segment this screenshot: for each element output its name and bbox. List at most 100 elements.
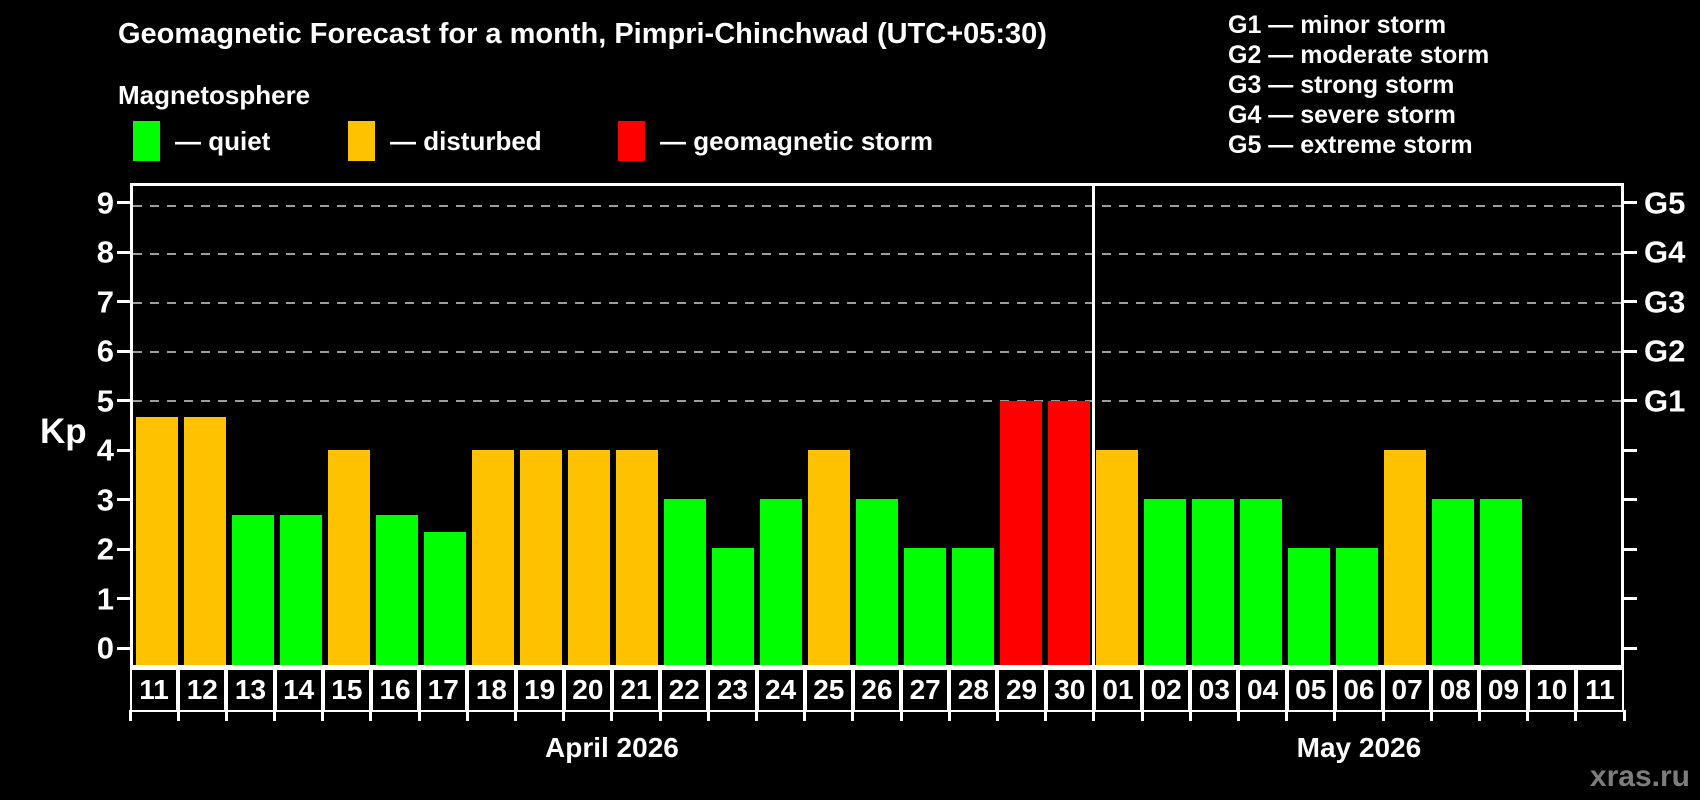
bar-day-22 [664,498,706,665]
left-tick-kp3 [117,498,130,502]
day-boundary-tick [803,710,807,721]
bar-day-12 [184,417,226,665]
day-boundary-tick [1477,710,1481,721]
day-cell-28: 28 [949,668,998,712]
bar-day-11 [136,417,178,665]
g5-legend-line: G5 — extreme storm [1228,131,1473,159]
ytick-label-8: 8 [96,234,114,270]
legend-item-disturbed: — disturbed [348,120,542,162]
bar-day-02 [1144,498,1186,665]
month-label-april: April 2026 [544,732,679,763]
legend-label-quiet: — quiet [175,125,271,156]
legend-item-storm: — geomagnetic storm [618,120,933,162]
day-boundary-tick [465,710,469,721]
right-tick-kp5 [1624,399,1637,403]
day-cell-17: 17 [419,668,468,712]
right-tick-kp1 [1624,597,1637,601]
day-cell-01: 01 [1093,668,1143,712]
day-cell-18: 18 [467,668,516,712]
right-tick-kp3 [1624,498,1637,502]
bar-day-16 [376,514,418,665]
ytick-label-9: 9 [96,185,114,221]
day-boundary-tick [1188,710,1192,721]
g1-legend-line: G1 — minor storm [1228,11,1447,39]
day-cell-29: 29 [997,668,1046,712]
day-cell-09: 09 [1479,668,1528,712]
right-axis-label-g3: G3 [1644,284,1686,320]
day-cell-02: 02 [1142,668,1191,712]
day-cell-05: 05 [1286,668,1335,712]
left-tick-kp1 [117,597,130,601]
ytick-label-0: 0 [96,630,114,666]
day-cell-08: 08 [1431,668,1480,712]
day-boundary-tick [369,710,373,721]
right-axis-label-g5: G5 [1644,185,1686,221]
day-boundary-tick [1140,710,1144,721]
day-boundary-tick [851,710,855,721]
legend-item-quiet: — quiet [133,120,270,162]
day-cell-12: 12 [178,668,227,712]
bar-day-01 [1096,449,1138,665]
right-axis-label-g1: G1 [1644,383,1686,419]
day-boundary-tick [1092,710,1096,721]
left-tick-kp2 [117,547,130,551]
right-tick-kp2 [1624,547,1637,551]
ytick-label-2: 2 [96,531,114,567]
day-cell-27: 27 [901,668,950,712]
bar-day-13 [232,514,274,665]
day-boundary-tick [224,710,228,721]
page-title: Geomagnetic Forecast for a month, Pimpri… [118,18,1047,50]
disturbed-color-swatch [348,121,375,161]
day-cell-19: 19 [515,668,564,712]
day-boundary-tick [514,710,518,721]
plot-area [130,183,1624,668]
bar-day-04 [1240,498,1282,665]
bar-day-20 [568,449,610,665]
day-boundary-tick [128,710,132,721]
day-cell-24: 24 [756,668,805,712]
bar-day-09 [1480,498,1522,665]
quiet-color-swatch [133,121,160,161]
legend-label-disturbed: — disturbed [390,125,542,156]
left-tick-kp7 [117,300,130,304]
right-tick-kp7 [1624,300,1637,304]
day-cell-16: 16 [370,668,420,712]
bar-day-08 [1432,498,1474,665]
month-label-may: May 2026 [1296,732,1422,763]
day-cell-07: 07 [1383,668,1432,712]
kp-axis-label: Kp [40,412,87,451]
bar-day-17 [424,531,466,665]
day-boundary-tick [1236,710,1240,721]
left-tick-kp8 [117,250,130,254]
day-boundary-tick [1285,710,1289,721]
bar-day-21 [616,449,658,665]
bar-day-28 [952,547,994,665]
legend-label-storm: — geomagnetic storm [660,125,934,156]
ytick-label-7: 7 [96,284,114,320]
right-tick-kp0 [1624,646,1637,650]
day-boundary-tick [995,710,999,721]
day-cell-11: 11 [130,668,179,712]
g3-legend-line: G3 — strong storm [1228,71,1455,99]
storm-color-swatch [618,121,645,161]
g-scale-legend: G1 — minor storm G2 — moderate storm G3 … [1228,10,1489,160]
left-tick-kp4 [117,448,130,452]
bar-day-23 [712,547,754,665]
day-boundary-tick [562,710,566,721]
gridline-kp9 [133,204,1621,207]
day-boundary-tick [1574,710,1578,721]
right-axis-label-g2: G2 [1644,333,1686,369]
day-cell-13: 13 [226,668,275,712]
right-tick-kp9 [1624,201,1637,205]
ytick-label-6: 6 [96,333,114,369]
g4-legend-line: G4 — severe storm [1228,101,1456,129]
g2-legend-line: G2 — moderate storm [1228,41,1490,69]
day-boundary-tick [176,710,180,721]
bar-day-06 [1336,547,1378,665]
day-boundary-tick [321,710,325,721]
day-boundary-tick [1526,710,1530,721]
day-boundary-tick [1381,710,1385,721]
ytick-label-3: 3 [96,482,114,518]
day-cell-23: 23 [708,668,757,712]
